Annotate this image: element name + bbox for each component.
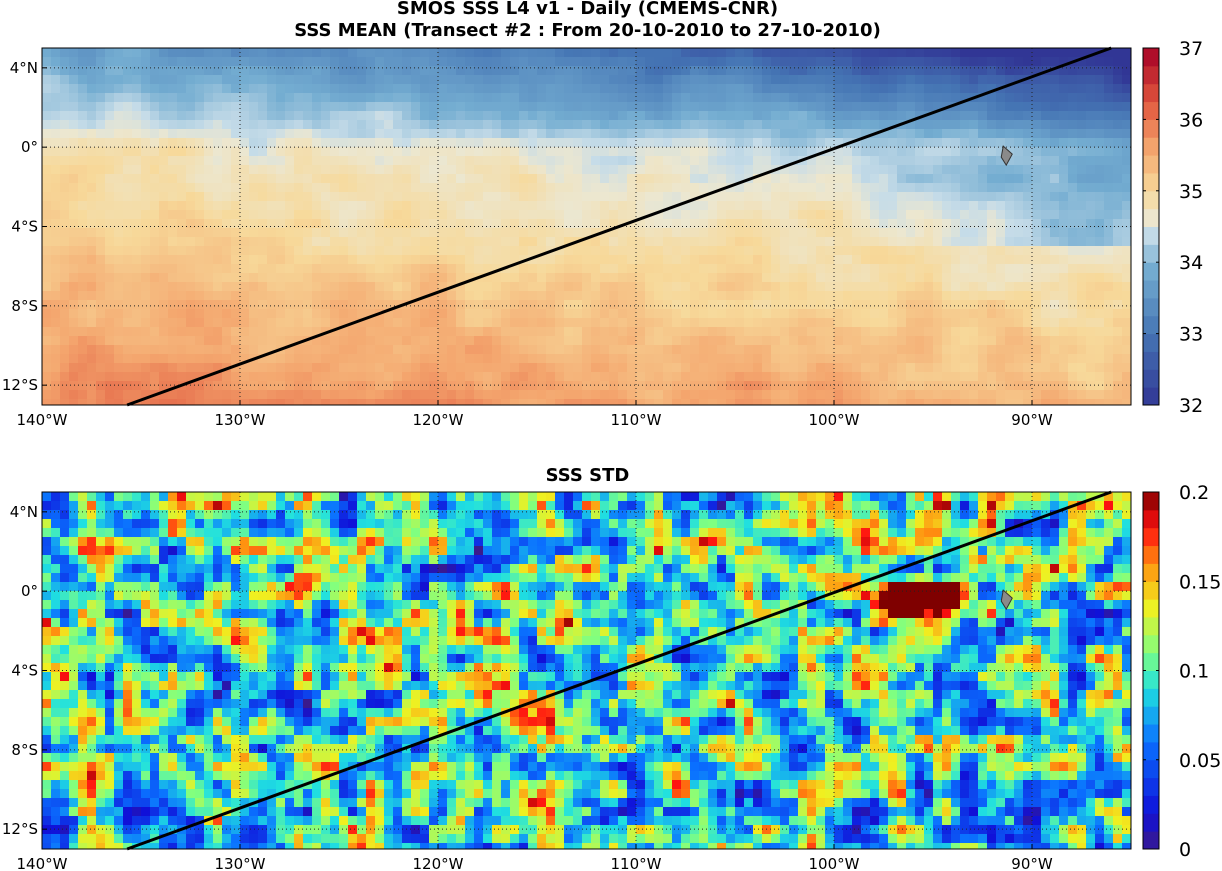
figure-title-line1: SMOS SSS L4 v1 - Daily (CMEMS-CNR) xyxy=(396,0,779,19)
mean-colorbar-segment xyxy=(1143,244,1159,263)
std-colorbar-segment xyxy=(1143,813,1159,832)
std-colorbar: 0 0.05 0.1 0.15 0.2 xyxy=(1142,482,1221,861)
std-colorbar-segment xyxy=(1143,492,1159,511)
mean-x-tick-label: 120°W xyxy=(413,411,464,429)
mean-colorbar-segment xyxy=(1143,208,1159,227)
mean-colorbar-segment xyxy=(1143,137,1159,156)
std-grid xyxy=(41,492,1131,849)
mean-colorbar-segment xyxy=(1143,387,1159,406)
std-colorbar-segment xyxy=(1143,706,1159,725)
std-colorbar-segment xyxy=(1143,741,1159,761)
sss-mean-panel: 140°W 130°W 120°W 110°W 100°W 90°W 4°N 0° 4°S 8°S… xyxy=(2,38,1203,429)
std-colorbar-segment xyxy=(1143,759,1159,779)
std-colorbar-segment xyxy=(1143,777,1159,796)
std-y-tick-label: 8°S xyxy=(11,741,38,759)
mean-colorbar-segment xyxy=(1143,226,1159,245)
std-transect-line xyxy=(126,490,1112,851)
mean-colorbar-label: 32 xyxy=(1179,395,1203,417)
mean-transect-line xyxy=(126,46,1112,407)
panel2-title: SSS STD xyxy=(545,465,630,486)
std-colorbar-segment xyxy=(1143,563,1159,582)
std-colorbar-label: 0.2 xyxy=(1179,482,1209,504)
std-colorbar-segment xyxy=(1143,724,1159,743)
std-x-tick-label: 140°W xyxy=(17,855,68,871)
std-y-tick-label: 12°S xyxy=(2,820,38,838)
mean-colorbar-segment xyxy=(1143,280,1159,299)
std-colorbar-segment xyxy=(1143,831,1159,850)
mean-y-tick-label: 0° xyxy=(21,138,38,156)
mean-colorbar-segment xyxy=(1143,190,1159,210)
mean-x-tick-label: 90°W xyxy=(1011,411,1053,429)
std-y-tick-label: 0° xyxy=(21,582,38,600)
mean-y-tick-label: 4°N xyxy=(10,59,38,77)
mean-y-tick-label: 8°S xyxy=(11,297,38,315)
std-colorbar-label: 0.05 xyxy=(1179,750,1221,772)
std-colorbar-segment xyxy=(1143,795,1159,814)
std-colorbar-segment xyxy=(1143,527,1159,547)
mean-y-tick-label: 12°S xyxy=(2,376,38,394)
mean-colorbar-segment xyxy=(1143,119,1159,138)
std-x-tick-label: 90°W xyxy=(1011,855,1053,871)
std-y-tick-label: 4°S xyxy=(11,662,38,680)
mean-colorbar-label: 33 xyxy=(1179,324,1203,346)
std-colorbar-segment xyxy=(1143,599,1159,618)
mean-island-marker xyxy=(1000,145,1013,167)
mean-colorbar-segment xyxy=(1143,369,1159,388)
std-colorbar-label: 0 xyxy=(1179,839,1191,861)
std-island-marker xyxy=(1000,589,1013,611)
std-colorbar-segment xyxy=(1143,634,1159,654)
mean-colorbar-label: 35 xyxy=(1179,181,1203,203)
mean-x-tick-label: 110°W xyxy=(611,411,662,429)
std-x-tick-label: 130°W xyxy=(215,855,266,871)
std-colorbar-segment xyxy=(1143,652,1159,671)
mean-colorbar-segment xyxy=(1143,297,1159,317)
std-x-tick-label: 110°W xyxy=(611,855,662,871)
mean-colorbar-label: 36 xyxy=(1179,109,1203,131)
mean-colorbar-segment xyxy=(1143,101,1159,120)
mean-colorbar-segment xyxy=(1143,333,1159,352)
mean-colorbar-label: 34 xyxy=(1179,252,1203,274)
std-x-tick-label: 120°W xyxy=(413,855,464,871)
std-colorbar-label: 0.15 xyxy=(1179,571,1221,593)
std-heatmap-cells xyxy=(42,492,1132,850)
mean-grid xyxy=(41,48,1131,405)
mean-x-tick-label: 140°W xyxy=(17,411,68,429)
mean-y-tick-label: 4°S xyxy=(11,218,38,236)
mean-colorbar-label: 37 xyxy=(1179,38,1203,60)
std-colorbar-segment xyxy=(1143,509,1159,529)
std-colorbar-segment xyxy=(1143,670,1159,689)
mean-colorbar-segment xyxy=(1143,155,1159,174)
std-colorbar-segment xyxy=(1143,616,1159,636)
mean-x-tick-label: 100°W xyxy=(809,411,860,429)
mean-colorbar-segment xyxy=(1143,172,1159,192)
std-y-tick-label: 4°N xyxy=(10,503,38,521)
sss-std-panel: 140°W 130°W 120°W 110°W 100°W 90°W 4°N 0° 4°S 8°S… xyxy=(2,482,1221,871)
panel1-title: SSS MEAN (Transect #2 : From 20-10-2010 … xyxy=(294,20,881,41)
mean-colorbar-frame xyxy=(1142,47,1160,406)
std-colorbar-label: 0.1 xyxy=(1179,661,1209,683)
mean-colorbar-segment xyxy=(1143,351,1159,370)
mean-colorbar-segment xyxy=(1143,262,1159,281)
mean-colorbar-segment xyxy=(1143,83,1159,103)
mean-colorbar-segment xyxy=(1143,315,1159,335)
mean-colorbar-segment xyxy=(1143,65,1159,85)
std-colorbar-segment xyxy=(1143,688,1159,707)
mean-colorbar-segment xyxy=(1143,48,1159,67)
mean-colorbar: 32 33 34 35 36 37 xyxy=(1142,38,1203,417)
mean-x-tick-label: 130°W xyxy=(215,411,266,429)
std-colorbar-segment xyxy=(1143,581,1159,600)
std-x-tick-label: 100°W xyxy=(809,855,860,871)
std-colorbar-segment xyxy=(1143,545,1159,564)
